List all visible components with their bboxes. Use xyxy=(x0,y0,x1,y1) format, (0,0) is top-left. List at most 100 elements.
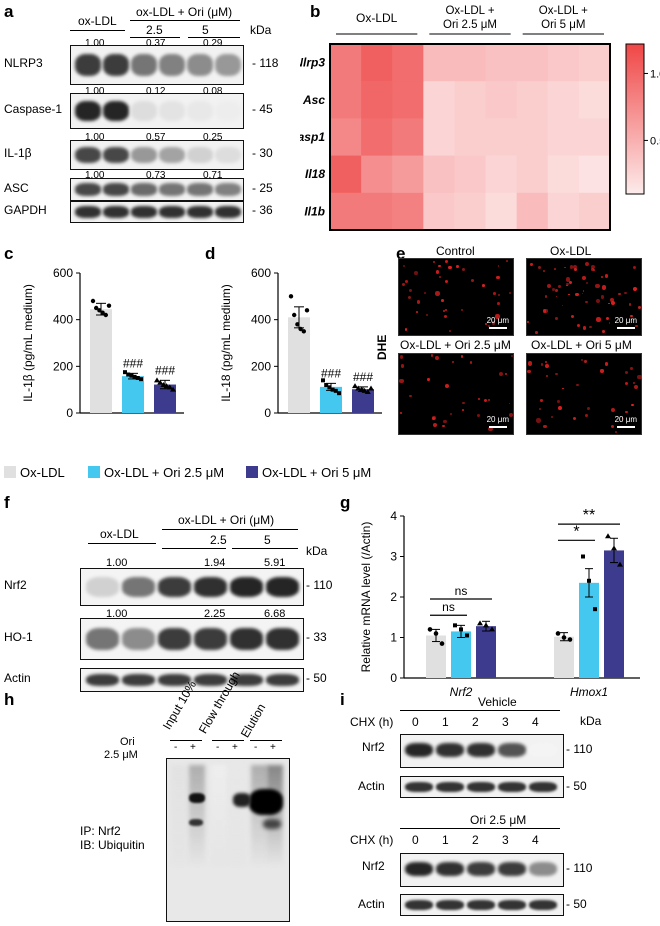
data-point xyxy=(483,622,489,628)
dhe-image-oxldl: 20 μm xyxy=(526,258,642,336)
f-dose-1: 2.5 xyxy=(210,533,227,547)
panel-label-e: e xyxy=(396,244,406,263)
bar xyxy=(352,389,374,413)
data-point xyxy=(477,620,483,626)
data-point xyxy=(301,329,306,334)
heatmap-cell xyxy=(423,81,455,119)
cell-dot xyxy=(425,313,428,317)
blot-a-label: NLRP3 xyxy=(4,56,43,70)
blot-band xyxy=(187,206,213,218)
blot-band xyxy=(405,743,433,757)
i-ori-label: Ori 2.5 μM xyxy=(470,813,527,827)
blot-f-kda: - 50 xyxy=(306,671,327,685)
data-point xyxy=(129,373,134,378)
panel-label-d: d xyxy=(205,244,216,263)
cell-dot xyxy=(595,298,600,303)
heatmap-cell xyxy=(516,81,549,119)
cell-dot xyxy=(610,298,615,302)
heatmap-cell xyxy=(578,155,611,194)
cell-dot xyxy=(557,400,561,403)
cell-dot xyxy=(574,267,578,271)
heatmap-cell xyxy=(578,118,611,157)
y-axis-label: IL-18 (pg/mL medium) xyxy=(219,284,233,402)
cell-dot xyxy=(595,283,600,289)
heatmap-cell xyxy=(454,81,487,119)
blot-a-kda: - 25 xyxy=(252,180,273,195)
heatmap-cell xyxy=(485,81,518,119)
blot-i-kda: - 50 xyxy=(566,779,587,793)
blot-f-value: 6.68 xyxy=(264,608,286,620)
data-point xyxy=(368,385,374,391)
y-tick-label: 600 xyxy=(251,266,271,280)
cell-dot xyxy=(443,309,446,312)
cell-dot xyxy=(624,370,629,375)
dhe-title-control: Control xyxy=(436,244,475,258)
cell-dot xyxy=(499,371,504,377)
heatmap-cell xyxy=(547,81,580,119)
colorbar-tick: 1.0 xyxy=(650,68,660,80)
blot-band xyxy=(75,206,101,218)
panel-label-b: b xyxy=(310,2,321,21)
y-tick-label: 1 xyxy=(390,631,397,645)
data-point xyxy=(593,607,597,612)
cell-dot xyxy=(477,413,481,417)
cell-dot xyxy=(632,381,635,384)
cell-dot xyxy=(570,314,575,318)
data-point xyxy=(611,545,617,551)
bar xyxy=(476,626,496,678)
i-kda: kDa xyxy=(580,714,602,728)
data-point xyxy=(324,383,329,387)
blot-band xyxy=(122,576,155,597)
y-tick-label: 200 xyxy=(251,359,271,373)
heatmap-cell xyxy=(361,118,393,157)
cell-dot xyxy=(588,325,592,329)
significance-label: ** xyxy=(583,507,595,524)
data-point xyxy=(288,294,294,299)
y-tick-label: 0 xyxy=(390,671,397,685)
dhe-title-oxldl: Ox-LDL xyxy=(550,244,592,258)
blot-band xyxy=(230,576,263,597)
data-point xyxy=(154,377,160,383)
heatmap-cell xyxy=(392,81,424,119)
bar xyxy=(90,309,112,413)
heatmap-cell xyxy=(423,44,455,82)
data-point xyxy=(170,386,176,392)
cell-dot xyxy=(631,403,634,406)
blot-band xyxy=(86,673,119,686)
cell-dot xyxy=(608,302,610,305)
cell-dot xyxy=(496,302,500,306)
cell-dot xyxy=(590,268,594,272)
cell-dot xyxy=(492,321,496,325)
smear xyxy=(211,765,227,865)
cell-dot xyxy=(436,270,440,274)
blot-band xyxy=(498,782,526,792)
cell-dot xyxy=(443,419,447,423)
bar xyxy=(579,582,599,678)
heatmap-cell xyxy=(423,118,455,157)
blot-i-kda: - 110 xyxy=(566,861,593,875)
heatmap-cell xyxy=(361,155,393,194)
blot-a-value: 1.00 xyxy=(85,38,105,49)
data-point xyxy=(103,312,109,318)
cell-dot xyxy=(404,279,408,283)
cell-dot xyxy=(433,422,438,428)
dhe-image-control: 20 μm xyxy=(398,258,514,336)
significance-label: ### xyxy=(353,370,373,384)
blot-band xyxy=(266,627,299,650)
blot-band xyxy=(194,673,227,686)
data-point xyxy=(352,383,358,389)
blot-f-label: HO-1 xyxy=(4,630,33,644)
f-header-ori: ox-LDL + Ori (μM) xyxy=(178,513,275,527)
cell-dot xyxy=(604,273,609,278)
blot-band xyxy=(529,782,557,792)
significance-label: ns xyxy=(455,584,468,598)
heatmap-cell xyxy=(485,155,518,194)
heatmap-row-label: Nlrp3 xyxy=(300,56,325,70)
bar xyxy=(451,631,471,678)
blot-f-value: 2.25 xyxy=(204,608,226,620)
cell-dot xyxy=(399,378,404,383)
blot-band xyxy=(75,183,101,196)
panel-label-h: h xyxy=(4,690,15,709)
scale-bar xyxy=(489,426,507,428)
colorbar-tick: 0.5 xyxy=(650,135,660,147)
